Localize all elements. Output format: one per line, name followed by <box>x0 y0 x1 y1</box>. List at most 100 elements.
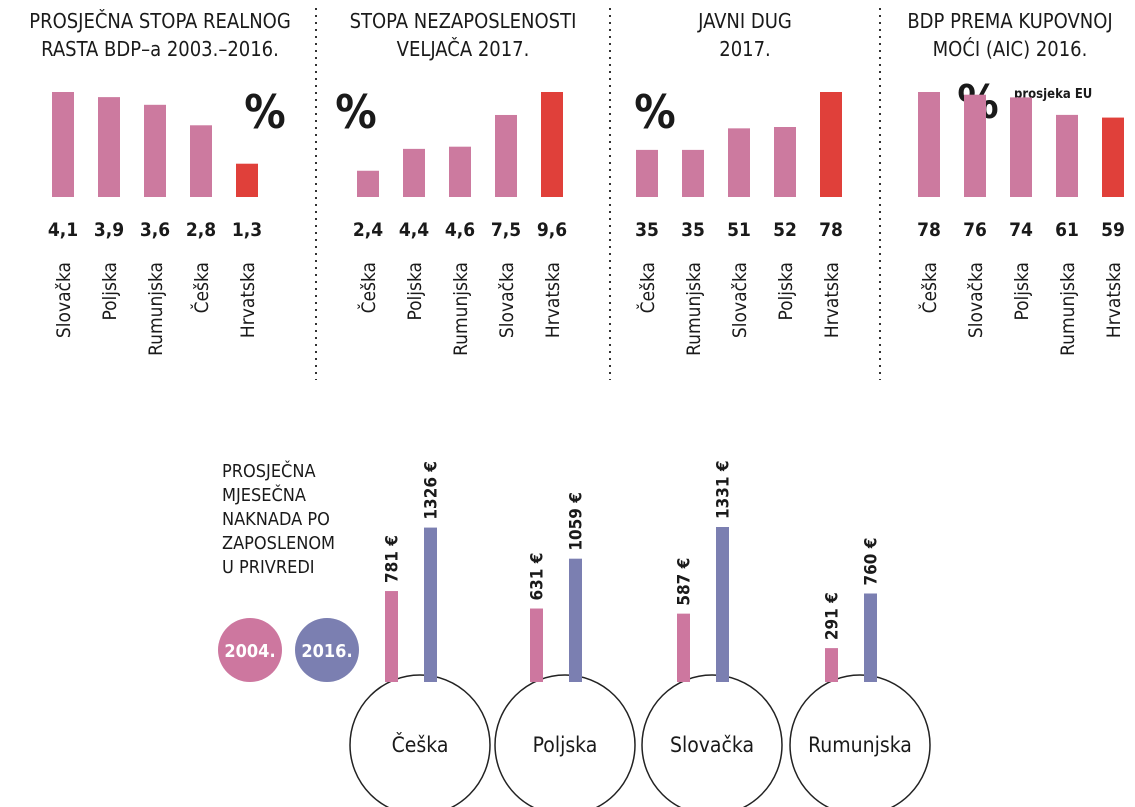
category-label: Hrvatska <box>542 262 564 338</box>
legend-label: 2016. <box>301 641 352 662</box>
bar <box>1102 117 1124 197</box>
bar <box>677 613 690 682</box>
bar <box>449 146 471 197</box>
panel-title: RASTA BDP–a 2003.–2016. <box>41 37 279 61</box>
bar <box>190 125 212 197</box>
unit-note: prosjeka EU <box>1014 87 1092 102</box>
bar <box>424 527 437 682</box>
value-label: 35 <box>635 219 659 241</box>
value-label: 1059 € <box>567 492 587 551</box>
category-label: Rumunjska <box>145 262 167 356</box>
value-label: 3,6 <box>140 219 170 241</box>
legend-label: 2004. <box>224 641 275 662</box>
category-label: Rumunjska <box>683 262 705 356</box>
bar <box>98 97 120 197</box>
chart-title: PROSJEČNA <box>222 460 316 482</box>
category-label: Poljska <box>775 262 797 321</box>
value-label: 291 € <box>823 592 843 640</box>
legend-swatch <box>218 618 282 682</box>
value-label: 1326 € <box>422 461 442 520</box>
bar <box>495 114 517 197</box>
bar <box>530 608 543 682</box>
value-label: 2,8 <box>186 219 216 241</box>
category-label: Poljska <box>99 262 121 321</box>
value-label: 9,6 <box>537 219 567 241</box>
value-label: 4,6 <box>445 219 475 241</box>
bar <box>403 148 425 197</box>
bar <box>864 593 877 682</box>
chart-title: U PRIVREDI <box>222 557 315 578</box>
bar <box>820 92 842 197</box>
country-circle <box>349 674 491 807</box>
bar <box>825 648 838 682</box>
panel-title: BDP PREMA KUPOVNOJ <box>907 9 1112 33</box>
bar <box>569 558 582 682</box>
category-label: Češka <box>917 262 941 313</box>
country-circle <box>641 674 783 807</box>
bar <box>716 527 729 682</box>
chart-title: NAKNADA PO <box>222 509 330 530</box>
unit-label: % <box>634 85 675 139</box>
category-label: Slovačka <box>670 733 754 757</box>
bar <box>774 127 796 197</box>
value-label: 631 € <box>528 553 548 601</box>
bar <box>52 92 74 197</box>
category-label: Češka <box>392 732 449 757</box>
bar <box>236 163 258 197</box>
bar <box>385 591 398 682</box>
value-label: 7,5 <box>491 219 521 241</box>
chart-title: MJESEČNA <box>222 484 306 506</box>
bar <box>357 170 379 197</box>
bar <box>636 149 658 197</box>
value-label: 1,3 <box>232 219 262 241</box>
category-label: Češka <box>356 262 380 313</box>
separators <box>315 8 881 380</box>
category-label: Poljska <box>533 733 598 757</box>
value-label: 4,4 <box>399 219 429 241</box>
category-label: Poljska <box>1011 262 1033 321</box>
bar <box>144 104 166 197</box>
bar <box>964 94 986 197</box>
value-label: 51 <box>727 219 751 241</box>
panel-title: VELJAČA 2017. <box>397 37 530 61</box>
unit-label: % <box>244 85 285 139</box>
category-label: Slovačka <box>496 262 518 338</box>
category-label: Rumunjska <box>1057 262 1079 356</box>
panel-title: JAVNI DUG <box>697 9 792 33</box>
panel-title: PROSJEČNA STOPA REALNOG <box>29 9 291 33</box>
country-circle <box>789 674 931 807</box>
category-label: Hrvatska <box>237 262 259 338</box>
value-label: 1331 € <box>714 460 734 519</box>
unit-label: % <box>335 85 376 139</box>
value-label: 2,4 <box>353 219 383 241</box>
value-label: 61 <box>1055 219 1079 241</box>
country-circle <box>494 674 636 807</box>
panel-title: 2017. <box>719 37 771 61</box>
value-label: 78 <box>917 219 941 241</box>
value-label: 3,9 <box>94 219 124 241</box>
category-label: Slovačka <box>53 262 75 338</box>
panel-title: STOPA NEZAPOSLENOSTI <box>350 9 577 33</box>
value-label: 760 € <box>862 538 882 586</box>
bar <box>918 92 940 197</box>
category-label: Hrvatska <box>1103 262 1125 338</box>
value-label: 587 € <box>675 558 695 606</box>
panel-title: MOĆI (AIC) 2016. <box>933 37 1088 61</box>
legend-swatch <box>295 618 359 682</box>
bar <box>728 128 750 197</box>
value-label: 52 <box>773 219 797 241</box>
bar <box>1010 97 1032 197</box>
category-label: Hrvatska <box>821 262 843 338</box>
value-label: 74 <box>1009 219 1033 241</box>
value-label: 78 <box>819 219 843 241</box>
category-label: Rumunjska <box>450 262 472 356</box>
bar <box>1056 114 1078 197</box>
category-label: Češka <box>635 262 659 313</box>
bar <box>541 92 563 197</box>
category-label: Rumunjska <box>808 733 912 757</box>
value-label: 76 <box>963 219 987 241</box>
category-label: Poljska <box>404 262 426 321</box>
category-label: Slovačka <box>729 262 751 338</box>
category-label: Slovačka <box>965 262 987 338</box>
